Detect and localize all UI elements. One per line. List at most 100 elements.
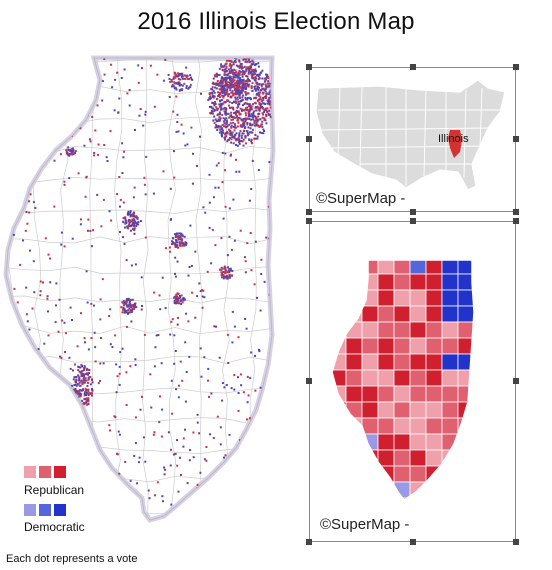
vote-dot (212, 196, 215, 199)
vote-dot (248, 503, 251, 506)
resize-handle[interactable] (513, 209, 519, 215)
vote-dot (51, 403, 54, 406)
vote-dot (84, 390, 87, 393)
vote-dot (28, 328, 31, 331)
vote-dot (247, 514, 250, 517)
county (409, 305, 427, 323)
resize-handle[interactable] (306, 378, 312, 384)
vote-dot (241, 66, 244, 69)
vote-dot (123, 150, 126, 153)
resize-handle[interactable] (513, 136, 519, 142)
vote-dot (238, 83, 241, 86)
il-county-inset-map[interactable]: ©SuperMap - (306, 218, 519, 545)
county (457, 289, 474, 307)
resize-handle[interactable] (513, 218, 519, 224)
county (425, 337, 443, 355)
vote-dot (134, 358, 137, 361)
vote-dot (226, 88, 229, 91)
vote-dot (174, 452, 177, 455)
vote-dot (259, 71, 262, 74)
vote-dot (211, 110, 214, 113)
vote-dot (230, 141, 233, 144)
vote-dot (93, 154, 96, 157)
resize-handle[interactable] (410, 218, 416, 224)
vote-dot (91, 389, 94, 392)
county (377, 305, 395, 323)
vote-dot (221, 151, 224, 154)
vote-dot (127, 311, 130, 314)
vote-dot (256, 296, 258, 299)
vote-dot (233, 325, 236, 328)
vote-dot (178, 236, 181, 239)
vote-dot (252, 112, 255, 115)
resize-handle[interactable] (306, 136, 312, 142)
vote-dot (199, 290, 202, 293)
resize-handle[interactable] (306, 64, 312, 70)
vote-dot (240, 384, 243, 387)
vote-dot (239, 64, 242, 67)
vote-dot (225, 112, 228, 115)
vote-dot (223, 107, 226, 110)
vote-dot (221, 276, 223, 279)
vote-dot (143, 333, 146, 336)
vote-dot (250, 118, 252, 121)
vote-dot (249, 232, 252, 234)
vote-dot (258, 83, 261, 86)
vote-dot (60, 243, 63, 246)
vote-dot (246, 103, 249, 106)
resize-handle[interactable] (306, 539, 312, 545)
vote-dot (101, 80, 104, 83)
resize-handle[interactable] (306, 218, 312, 224)
vote-dot (232, 78, 234, 81)
county (393, 401, 411, 419)
vote-dot (226, 132, 229, 135)
resize-handle[interactable] (410, 64, 416, 70)
vote-dot (87, 390, 90, 393)
vote-dot (240, 63, 243, 65)
vote-dot (177, 246, 180, 249)
vote-dot (73, 363, 76, 366)
resize-handle[interactable] (306, 209, 312, 215)
vote-dot (153, 291, 156, 294)
vote-dot (223, 64, 226, 67)
county (393, 449, 411, 467)
resize-handle[interactable] (410, 209, 416, 215)
vote-dot (172, 237, 175, 240)
vote-dot (257, 88, 260, 91)
vote-dot (102, 362, 105, 365)
vote-dot (130, 264, 133, 267)
vote-dot (102, 198, 105, 201)
vote-dot (136, 217, 139, 220)
vote-dot (87, 381, 89, 384)
vote-dot (122, 217, 125, 220)
vote-dot (202, 206, 205, 209)
vote-dot (225, 481, 228, 484)
vote-dot (207, 98, 210, 101)
vote-dot (30, 59, 33, 62)
vote-dot (127, 225, 130, 228)
vote-dot (196, 295, 199, 298)
vote-dot (90, 245, 93, 248)
resize-handle[interactable] (513, 64, 519, 70)
vote-dot (230, 69, 233, 72)
vote-dot (96, 193, 99, 196)
resize-handle[interactable] (513, 378, 519, 384)
vote-dot (68, 356, 71, 359)
vote-dot (200, 494, 203, 497)
county (409, 449, 427, 467)
vote-dot (226, 99, 229, 102)
vote-dot (26, 222, 29, 225)
vote-dot (237, 100, 240, 103)
vote-dot (127, 213, 129, 215)
vote-dot (6, 482, 9, 485)
vote-dot (170, 80, 173, 83)
vote-dot (233, 84, 236, 87)
resize-handle[interactable] (410, 539, 416, 545)
us-inset-map[interactable]: Illinois ©SuperMap - (306, 64, 519, 215)
vote-dot (130, 320, 133, 323)
county (425, 353, 443, 371)
vote-dot (258, 93, 261, 96)
vote-dot (196, 164, 198, 167)
resize-handle[interactable] (513, 539, 519, 545)
vote-dot (224, 101, 227, 103)
